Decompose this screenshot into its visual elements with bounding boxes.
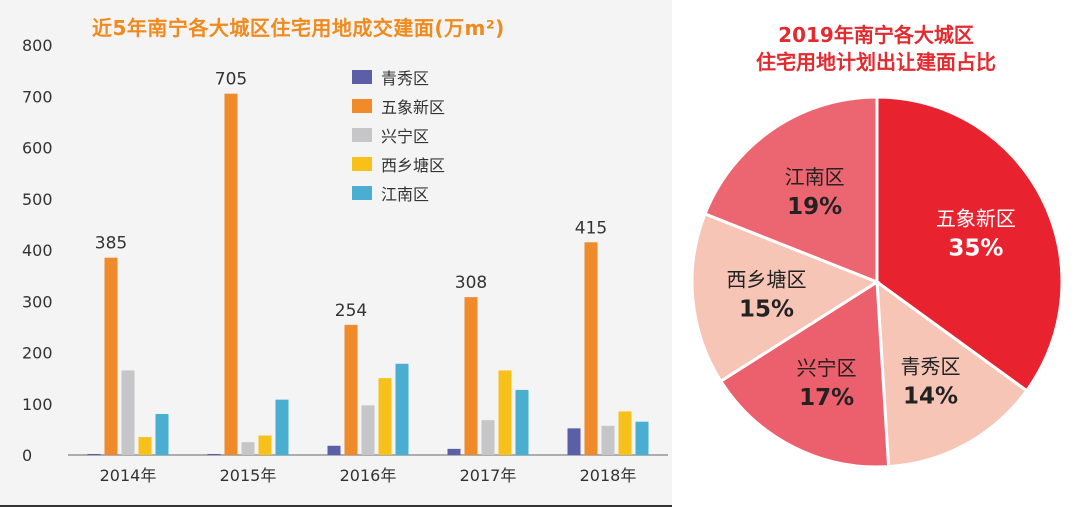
bar-data-label: 415 (575, 218, 607, 238)
bar-chart-svg: 0 100 200 300 400 500 600 700 800 385 2014年 705 2015… (22, 36, 668, 485)
pie-slice-percent: 35% (948, 236, 1003, 262)
pie-chart-svg: 五象新区 35% 青秀区 14% 兴宁区 17% 西乡塘区 15% 江南区 19% (690, 95, 1064, 469)
bar-青秀区-2015年 (207, 453, 221, 455)
y-tick-label: 300 (22, 292, 53, 311)
legend-item: 青秀区 (352, 62, 445, 91)
bar-data-label: 385 (95, 234, 127, 254)
bar-西乡塘区-2018年 (618, 411, 632, 455)
bar-兴宁区-2016年 (361, 405, 375, 455)
bar-青秀区-2018年 (567, 428, 581, 455)
bar-江南区-2015年 (275, 399, 289, 455)
bar-兴宁区-2014年 (121, 370, 135, 455)
bar-五象新区-2017年 (464, 297, 478, 455)
bar-兴宁区-2015年 (241, 442, 255, 455)
x-tick-label: 2014年 (100, 466, 157, 485)
pie-slice-兴宁区 (718, 279, 891, 469)
pie-slice-青秀区 (875, 278, 1029, 469)
bar-西乡塘区-2016年 (378, 378, 392, 455)
y-tick-label: 100 (22, 395, 53, 414)
bar-江南区-2014年 (155, 414, 169, 455)
y-tick-label: 700 (22, 87, 53, 106)
legend-label: 兴宁区 (381, 126, 430, 146)
pie-slice-percent: 19% (787, 194, 842, 220)
bar-青秀区-2017年 (447, 448, 461, 455)
legend-swatch (352, 98, 372, 113)
bar-chart-panel: 近5年南宁各大城区住宅用地成交建面(万m²) 0 100 200 300 400 500 6… (0, 16, 672, 507)
pie-slice-name: 西乡塘区 (726, 267, 806, 291)
bar-五象新区-2018年 (584, 242, 598, 455)
bar-chart-legend: 青秀区五象新区兴宁区西乡塘区江南区 (352, 62, 445, 207)
pie-slice-江南区 (703, 95, 879, 285)
legend-label: 江南区 (381, 184, 430, 204)
bar-兴宁区-2018年 (601, 425, 615, 455)
pie-slice-percent: 14% (903, 383, 958, 409)
pie-slice-name: 兴宁区 (797, 356, 857, 380)
legend-swatch (352, 69, 372, 84)
legend-label: 西乡塘区 (381, 155, 446, 175)
bar-五象新区-2015年 (224, 93, 238, 455)
bar-青秀区-2016年 (327, 445, 341, 455)
bar-data-label: 254 (335, 301, 367, 321)
bar-青秀区-2014年 (87, 453, 101, 455)
pie-slice-西乡塘区 (690, 211, 881, 384)
pie-chart-panel: 2019年南宁各大城区 住宅用地计划出让建面占比 五象新区 35% 青秀区 14% 兴宁… (672, 0, 1080, 507)
pie-slice-percent: 17% (799, 385, 854, 411)
y-tick-label: 600 (22, 139, 53, 158)
pie-title-line-2: 住宅用地计划出让建面占比 (756, 50, 996, 74)
bar-chart-title: 近5年南宁各大城区住宅用地成交建面(万m²) (92, 16, 505, 40)
pie-slice-percent: 15% (739, 296, 794, 322)
legend-swatch (352, 127, 372, 142)
pie-slice-name: 江南区 (785, 165, 845, 189)
bar-江南区-2017年 (515, 389, 529, 455)
y-tick-label: 800 (22, 36, 53, 55)
x-tick-label: 2017年 (460, 466, 517, 485)
bar-五象新区-2016年 (344, 324, 358, 455)
bar-江南区-2018年 (635, 421, 649, 455)
x-tick-label: 2015年 (220, 466, 277, 485)
x-tick-label: 2018年 (580, 466, 637, 485)
bar-西乡塘区-2014年 (138, 437, 152, 455)
pie-slice-name: 五象新区 (936, 207, 1016, 231)
y-tick-label: 200 (22, 344, 53, 363)
legend-item: 兴宁区 (352, 120, 445, 149)
legend-swatch (352, 185, 372, 200)
legend-item: 江南区 (352, 178, 445, 207)
x-tick-label: 2016年 (340, 466, 397, 485)
bar-data-label: 308 (455, 273, 487, 293)
pie-slice-五象新区 (875, 95, 1064, 393)
pie-slice-name: 青秀区 (900, 354, 960, 378)
legend-item: 五象新区 (352, 91, 445, 120)
legend-swatch (352, 156, 372, 171)
y-tick-label: 0 (22, 446, 32, 465)
bar-西乡塘区-2017年 (498, 370, 512, 455)
bar-五象新区-2014年 (104, 257, 118, 455)
bar-西乡塘区-2015年 (258, 435, 272, 455)
legend-item: 西乡塘区 (352, 149, 445, 178)
y-tick-label: 500 (22, 190, 53, 209)
pie-chart-title: 2019年南宁各大城区 住宅用地计划出让建面占比 (672, 22, 1080, 76)
bar-兴宁区-2017年 (481, 420, 495, 455)
bar-江南区-2016年 (395, 363, 409, 455)
legend-label: 青秀区 (381, 68, 430, 88)
y-tick-label: 400 (22, 241, 53, 260)
pie-title-line-1: 2019年南宁各大城区 (778, 23, 974, 47)
legend-label: 五象新区 (381, 97, 446, 117)
bar-data-label: 705 (215, 70, 247, 90)
